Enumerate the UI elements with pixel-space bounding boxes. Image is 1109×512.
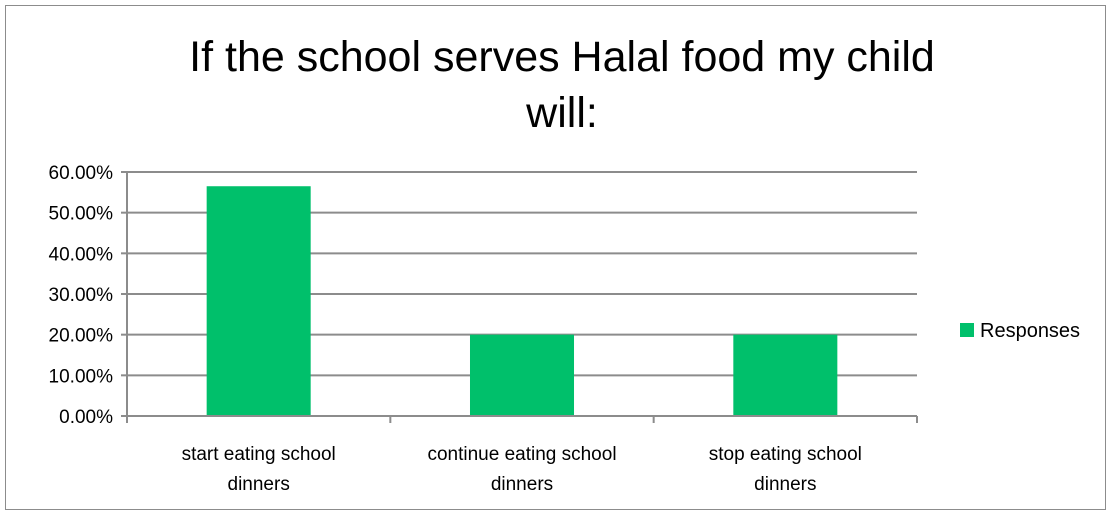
legend: Responses [960,320,1080,342]
y-tick-label: 30.00% [49,285,114,306]
x-category-label: dinners [228,474,290,495]
legend-label-responses: Responses [980,320,1080,342]
x-category-label: continue eating school [427,444,616,465]
x-category-label: dinners [754,474,816,495]
chart-title-line-1: If the school serves Halal food my child [189,33,935,81]
y-tick-label: 20.00% [49,326,114,347]
y-tick-label: 0.00% [59,407,113,428]
legend-swatch-responses [960,323,974,337]
y-tick-label: 10.00% [49,366,114,387]
axis-labels: 0.00% 10.00% 20.00% 30.00% 40.00% 50.00% 60.00… [49,163,862,495]
x-category-label: dinners [491,474,553,495]
x-category-label: start eating school [182,444,336,465]
chart-frame [5,5,1106,510]
bar [469,334,575,416]
chart-title-line-2: will: [525,89,598,137]
bar [206,186,311,416]
y-tick-label: 40.00% [49,244,114,265]
y-tick-label: 50.00% [49,204,114,225]
y-tick-label: 60.00% [49,163,114,184]
x-category-label: stop eating school [709,444,862,465]
bars [206,186,838,416]
axes [121,171,918,423]
bar [733,334,838,416]
